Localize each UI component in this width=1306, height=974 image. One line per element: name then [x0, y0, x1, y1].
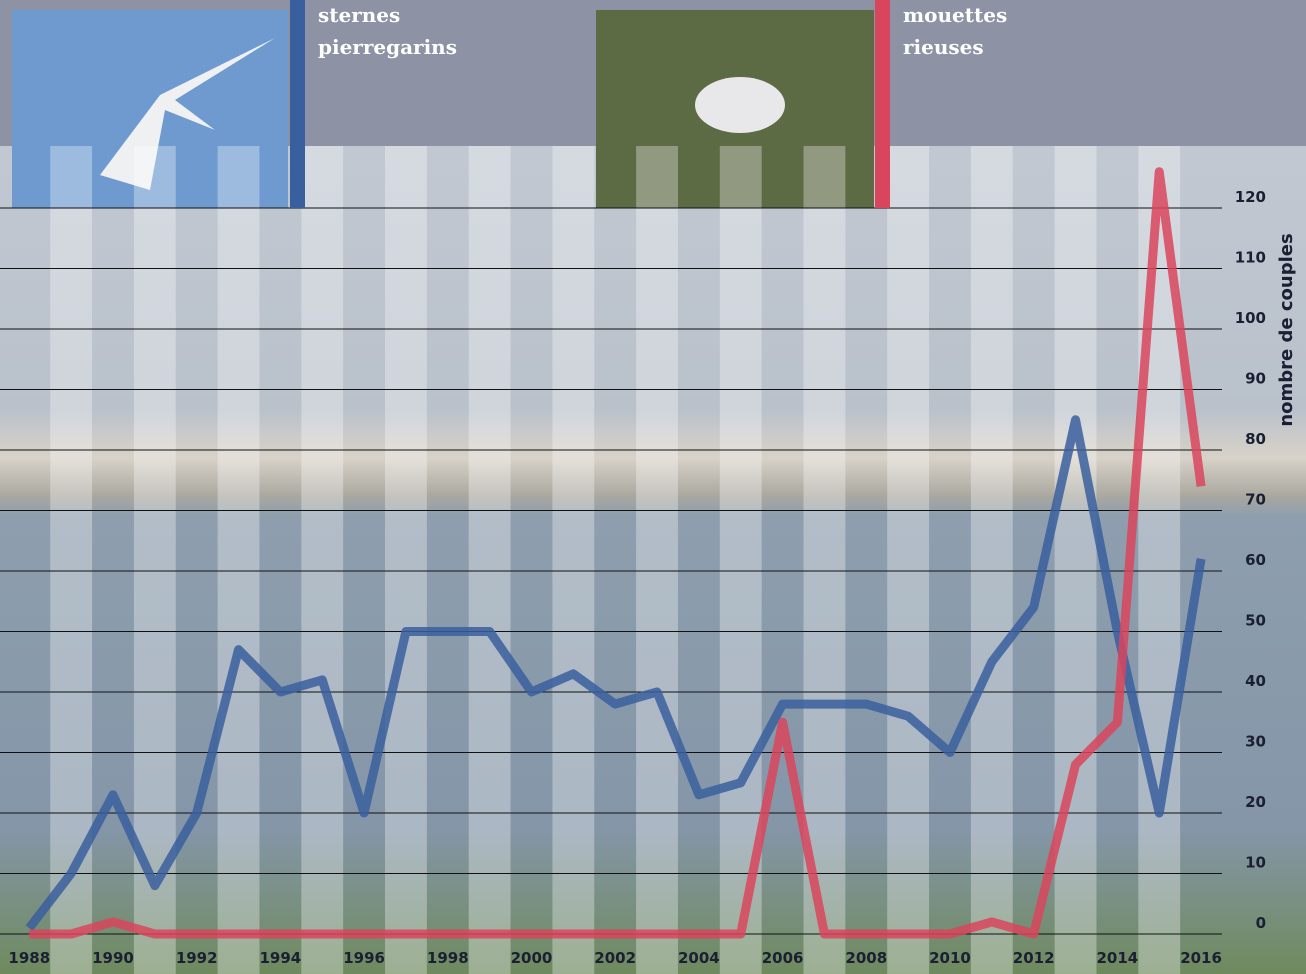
- y-tick-label: 20: [1245, 793, 1266, 811]
- y-tick-label: 100: [1235, 309, 1266, 327]
- x-tick-label: 2000: [511, 949, 553, 967]
- series-line: [25, 415, 1206, 931]
- x-tick-label: 1998: [427, 949, 469, 967]
- stripe: [385, 146, 427, 974]
- y-tick-label: 60: [1245, 551, 1266, 569]
- x-tick-label: 2006: [762, 949, 804, 967]
- y-tick-label: 70: [1245, 491, 1266, 509]
- x-tick-label: 2012: [1013, 949, 1055, 967]
- y-tick-label: 120: [1235, 188, 1266, 206]
- legend-swatch: [290, 0, 305, 208]
- x-tick-label: 2004: [678, 949, 720, 967]
- x-tick-label: 1990: [92, 949, 134, 967]
- stripe: [887, 146, 930, 974]
- y-tick-label: 50: [1245, 612, 1266, 630]
- x-tick-label: 1994: [260, 949, 302, 967]
- y-tick-label: 110: [1235, 249, 1266, 267]
- stripe: [468, 146, 511, 974]
- x-tick-label: 1992: [176, 949, 218, 967]
- stripe: [552, 146, 595, 974]
- stripe: [217, 146, 260, 974]
- x-tick-label: 2010: [929, 949, 971, 967]
- x-tick-label: 2008: [845, 949, 887, 967]
- stripe: [1054, 146, 1097, 974]
- stripe: [50, 146, 93, 974]
- y-tick-label: 40: [1245, 672, 1266, 690]
- stripe: [133, 146, 176, 974]
- y-tick-label: 90: [1245, 370, 1266, 388]
- stripe: [636, 146, 678, 974]
- legend-label: sternes pierregarins: [318, 3, 457, 59]
- legend-label: mouettes rieuses: [903, 3, 1007, 59]
- y-tick-label: 10: [1245, 854, 1266, 872]
- x-tick-label: 1996: [343, 949, 385, 967]
- stripe: [970, 146, 1013, 974]
- x-tick-label: 2016: [1180, 949, 1222, 967]
- series-line: [29, 167, 1206, 939]
- stripe: [301, 146, 344, 974]
- stripe: [803, 146, 846, 974]
- y-tick-label: 80: [1245, 430, 1266, 448]
- x-tick-label: 2014: [1097, 949, 1139, 967]
- bird-icon: [695, 77, 785, 133]
- bird-icon: [100, 38, 275, 190]
- y-tick-label: 0: [1256, 914, 1266, 932]
- x-tick-label: 2002: [594, 949, 636, 967]
- stripe: [719, 146, 762, 974]
- y-axis-label: nombre de couples: [1276, 233, 1297, 426]
- x-tick-label: 1988: [8, 949, 50, 967]
- y-tick-label: 30: [1245, 733, 1266, 751]
- legend-swatch: [875, 0, 890, 208]
